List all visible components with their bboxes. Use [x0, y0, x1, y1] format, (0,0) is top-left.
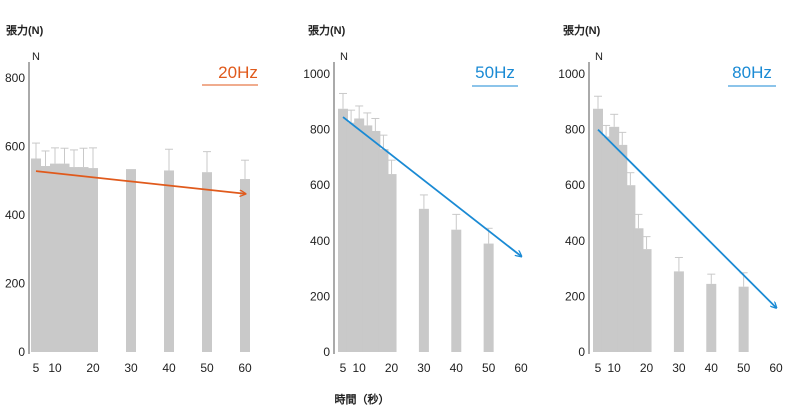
bar: [609, 126, 620, 352]
bar: [50, 163, 60, 352]
x-tick-label: 20: [385, 361, 399, 375]
bar: [88, 168, 98, 352]
trend-arrow: [597, 128, 776, 308]
bar: [593, 108, 603, 352]
bar: [625, 185, 636, 352]
bar: [354, 118, 365, 352]
y-axis-unit: N: [340, 51, 348, 63]
bar: [126, 169, 136, 352]
x-tick-label: 30: [417, 361, 431, 375]
x-axis-label: 時間（秒）: [335, 392, 390, 406]
x-tick-label: 10: [353, 361, 367, 375]
y-tick-label: 400: [5, 208, 25, 222]
y-tick-label: 600: [310, 178, 330, 192]
x-tick-label: 30: [672, 361, 686, 375]
bar: [673, 271, 684, 352]
bar: [240, 179, 250, 352]
bar: [738, 286, 749, 352]
x-tick-label: 10: [608, 361, 622, 375]
y-tick-label: 0: [18, 345, 25, 359]
bar: [40, 166, 51, 352]
y-axis-label: 張力(N): [6, 23, 44, 37]
bar: [418, 208, 429, 352]
bar: [617, 144, 628, 352]
y-tick-label: 200: [565, 289, 585, 303]
bar: [370, 130, 381, 352]
frequency-title: 50Hz: [475, 63, 515, 82]
bar: [31, 158, 41, 352]
x-tick-label: 5: [595, 361, 602, 375]
x-tick-label: 50: [737, 361, 751, 375]
y-tick-label: 200: [310, 289, 330, 303]
frequency-title: 80Hz: [732, 63, 772, 82]
x-tick-label: 40: [705, 361, 719, 375]
bar: [59, 163, 70, 352]
x-tick-label: 10: [48, 361, 62, 375]
x-tick-label: 30: [124, 361, 138, 375]
chart-panel: 張力(N) N 0 200 400 600 800 5 10 20 30 40 50 60 20Hz: [5, 23, 258, 375]
x-tick-label: 5: [340, 361, 347, 375]
y-tick-label: 0: [323, 345, 330, 359]
x-tick-label: 40: [450, 361, 464, 375]
y-tick-label: 800: [5, 71, 25, 85]
bar: [362, 125, 373, 353]
bar: [641, 249, 652, 352]
bar: [346, 122, 357, 353]
x-tick-label: 50: [482, 361, 496, 375]
x-tick-label: 60: [769, 361, 783, 375]
x-tick-label: 60: [238, 361, 252, 375]
y-tick-label: 600: [5, 140, 25, 154]
y-axis-unit: N: [595, 51, 603, 63]
bar: [202, 172, 212, 352]
trend-arrow: [35, 170, 245, 194]
x-tick-label: 40: [162, 361, 176, 375]
y-tick-label: 800: [310, 123, 330, 137]
trend-arrow: [342, 116, 521, 256]
bar: [601, 136, 612, 352]
y-tick-label: 0: [578, 345, 585, 359]
x-tick-label: 20: [86, 361, 100, 375]
bar: [338, 108, 348, 352]
bar: [386, 174, 397, 352]
x-tick-label: 50: [200, 361, 214, 375]
y-axis-unit: N: [32, 51, 40, 63]
y-tick-label: 400: [565, 234, 585, 248]
bar: [69, 167, 79, 352]
y-tick-label: 400: [310, 234, 330, 248]
y-tick-label: 1000: [558, 67, 585, 81]
bar: [483, 243, 494, 352]
y-tick-label: 1000: [303, 67, 330, 81]
bar: [451, 229, 462, 352]
y-tick-label: 200: [5, 277, 25, 291]
y-tick-label: 600: [565, 178, 585, 192]
bar: [378, 149, 389, 352]
x-tick-label: 60: [514, 361, 528, 375]
bar: [706, 283, 717, 352]
bar: [78, 167, 89, 352]
y-axis-label: 張力(N): [308, 23, 346, 37]
y-tick-label: 800: [565, 123, 585, 137]
bar: [633, 228, 644, 352]
x-tick-label: 5: [33, 361, 40, 375]
frequency-title: 20Hz: [218, 63, 258, 82]
y-axis-label: 張力(N): [563, 23, 601, 37]
bar: [164, 170, 174, 352]
x-tick-label: 20: [640, 361, 654, 375]
